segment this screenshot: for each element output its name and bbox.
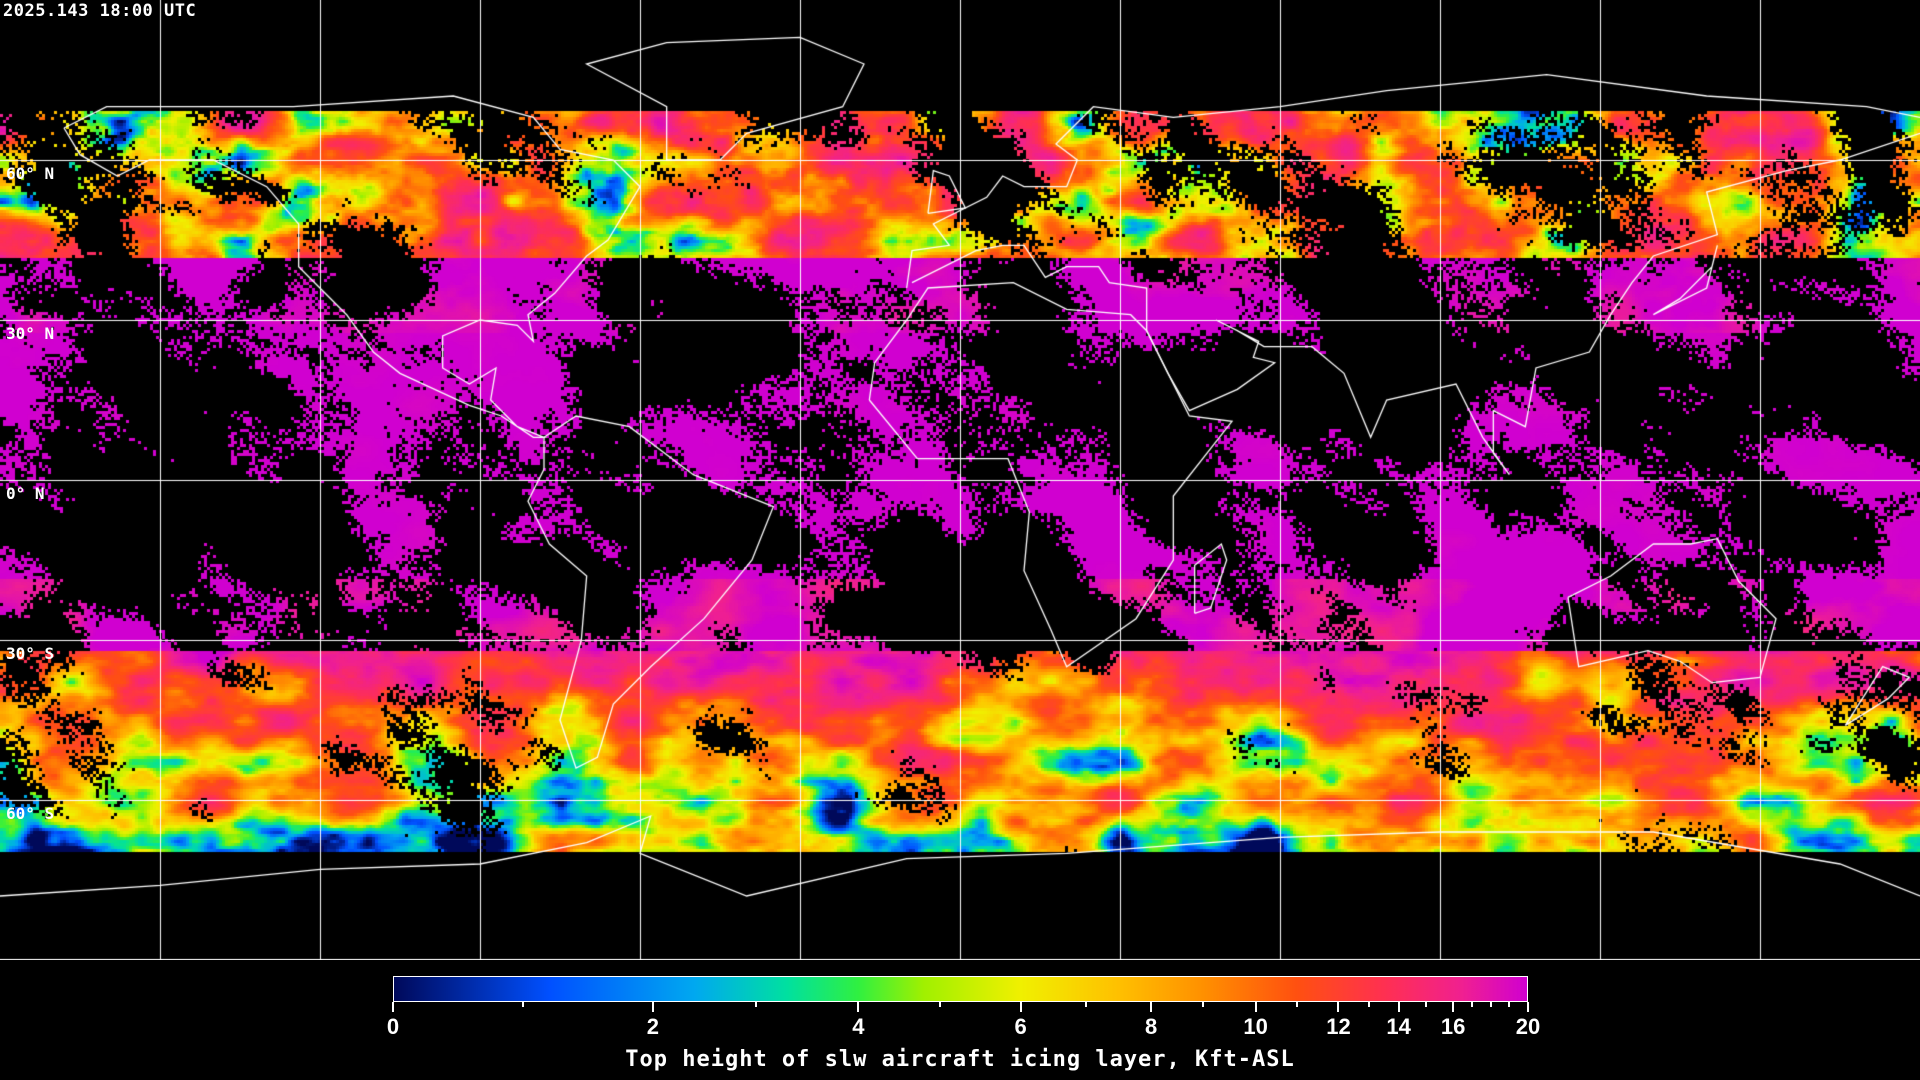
colorbar-minor-tick [1202,1002,1205,1007]
colorbar-tick-label: 8 [1145,1014,1158,1039]
colorbar-major-tick [1397,1002,1400,1012]
colorbar-minor-tick [1508,1002,1511,1007]
colorbar-minor-tick [1296,1002,1299,1007]
colorbar-minor-tick [754,1002,757,1007]
colorbar-major-tick [857,1002,860,1012]
colorbar-tick-label: 16 [1440,1014,1466,1039]
colorbar-minor-tick [1470,1002,1473,1007]
colorbar-tick-label: 20 [1515,1014,1541,1039]
colorbar-minor-tick [521,1002,524,1007]
colorbar-major-tick [1337,1002,1340,1012]
colorbar-minor-tick [1084,1002,1087,1007]
lat-label-60n: 60° N [6,164,55,183]
colorbar-minor-tick [938,1002,941,1007]
colorbar-major-tick [1527,1002,1529,1012]
lat-label-0n: 0° N [6,484,45,503]
colorbar-minor-tick [1367,1002,1370,1007]
colorbar-tick-label: 10 [1243,1014,1268,1039]
colorbar [393,976,1528,1002]
colorbar-minor-tick [1489,1002,1492,1007]
colorbar-tick-label: 4 [852,1014,865,1039]
timestamp: 2025.143 18:00 UTC [3,1,197,21]
lat-label-30s: 30° S [6,644,55,663]
colorbar-tick-label: 6 [1014,1014,1027,1039]
colorbar-major-tick [651,1002,654,1012]
colorbar-minor-tick [1424,1002,1427,1007]
colorbar-major-tick [1019,1002,1022,1012]
colorbar-tick-label: 0 [386,1014,400,1039]
colorbar-tick-label: 2 [646,1014,660,1039]
colorbar-major-tick [1150,1002,1153,1012]
lat-label-60s: 60° S [6,804,55,823]
icing-height-map [0,0,1920,960]
colorbar-major-tick [1254,1002,1257,1012]
colorbar-tick-label: 12 [1326,1014,1351,1039]
colorbar-title: Top height of slw aircraft icing layer, … [625,1047,1295,1072]
colorbar-major-tick [392,1002,394,1012]
lat-label-30n: 30° N [6,324,55,343]
colorbar-tick-label: 14 [1386,1014,1411,1039]
colorbar-major-tick [1452,1002,1455,1012]
